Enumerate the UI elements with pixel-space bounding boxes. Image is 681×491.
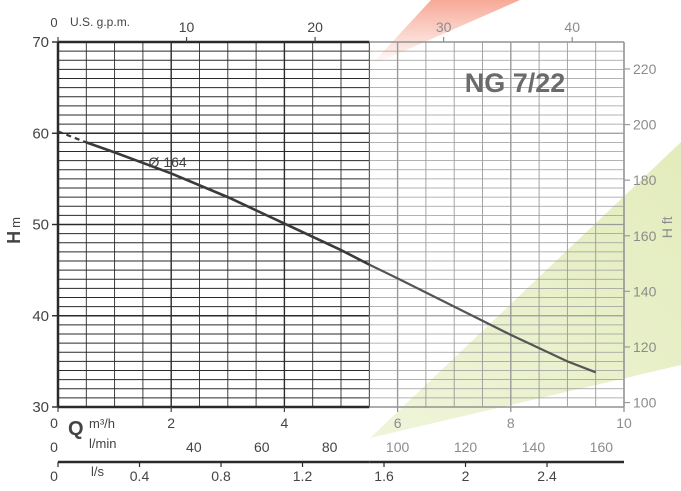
usgpm-tick-label: 0 [50, 15, 57, 30]
h-ft-tick-label: 180 [633, 172, 657, 188]
h-ft-tick-label: 160 [633, 228, 657, 244]
curve-label: Ø 164 [149, 154, 187, 170]
q-ls-tick-label: 1.2 [293, 468, 313, 484]
usgpm-tick-label: 20 [307, 19, 323, 35]
q-lmin-tick-label: 120 [454, 439, 478, 455]
h-ft-tick-label: 120 [633, 339, 657, 355]
curves: Ø 164 [57, 130, 597, 374]
q-m3h-tick-label: 6 [394, 415, 402, 431]
usgpm-axis: 10 20 30 40 0 U.S. g.p.m. [50, 15, 580, 42]
q-m3h-axis-label: m³/h [89, 416, 115, 431]
h-ft-axis-label: H ft [659, 216, 675, 238]
chart-title: NG 7/22 [465, 68, 566, 98]
h-m-tick-label: 50 [32, 217, 49, 234]
q-lmin-tick-label: 140 [522, 439, 546, 455]
h-m-axis-label-unit: m [8, 217, 23, 228]
plot-frame [56, 40, 625, 409]
background-fans [370, 0, 681, 438]
usgpm-tick-label: 40 [564, 19, 580, 35]
curve-line [85, 141, 370, 266]
q-ls-axis-label: l/s [91, 464, 105, 479]
q-m3h-tick-label: 10 [616, 415, 632, 431]
q-ls-tick-label: 0.4 [130, 468, 150, 484]
h-ft-tick-label: 220 [633, 61, 657, 77]
q-ls-tick-label: 0 [50, 468, 58, 484]
q-m3h-tick-label: 2 [167, 415, 175, 431]
q-ls-tick-label: 2 [462, 468, 470, 484]
red-fan [370, 0, 520, 66]
h-ft-tick-label: 100 [633, 395, 657, 411]
usgpm-axis-label: U.S. g.p.m. [70, 15, 130, 29]
h-m-axis-label-symbol: H [4, 231, 24, 244]
q-axes: 0 2 4 6 8 10 Q m³/h 0 40 60 80 100 120 140 160 l/min 0 0.4… [50, 407, 632, 484]
q-ls-tick-label: 1.6 [374, 468, 394, 484]
q-axis-label-symbol: Q [68, 418, 84, 440]
q-lmin-tick-label: 60 [254, 439, 270, 455]
usgpm-tick-label: 10 [179, 19, 195, 35]
q-lmin-axis-label: l/min [89, 436, 116, 451]
h-m-tick-label: 30 [32, 399, 49, 416]
q-lmin-tick-label: 160 [590, 439, 614, 455]
h-m-tick-label: 40 [32, 308, 49, 325]
q-lmin-tick-label: 40 [186, 439, 202, 455]
h-m-axis: 30 40 50 60 70 Hm [4, 34, 58, 416]
curve-line [368, 263, 597, 374]
q-ls-tick-label: 0.8 [211, 468, 231, 484]
q-ls-tick-label: 2.4 [537, 468, 557, 484]
h-m-axis-label: Hm [4, 217, 24, 244]
h-m-tick-label: 60 [32, 125, 49, 142]
q-lmin-tick-label: 80 [322, 439, 338, 455]
h-ft-tick-label: 140 [633, 283, 657, 299]
q-m3h-tick-label: 0 [50, 415, 58, 431]
q-lmin-tick-label: 100 [386, 439, 410, 455]
q-lmin-tick-label: 0 [50, 439, 58, 455]
usgpm-tick-label: 30 [436, 19, 452, 35]
green-fan [370, 142, 681, 438]
q-m3h-tick-label: 8 [507, 415, 515, 431]
h-ft-axis: 100 120 140 160 180 200 220 H ft [624, 61, 675, 411]
h-ft-tick-label: 200 [633, 117, 657, 133]
q-m3h-tick-label: 4 [281, 415, 289, 431]
h-m-tick-label: 70 [32, 34, 49, 51]
